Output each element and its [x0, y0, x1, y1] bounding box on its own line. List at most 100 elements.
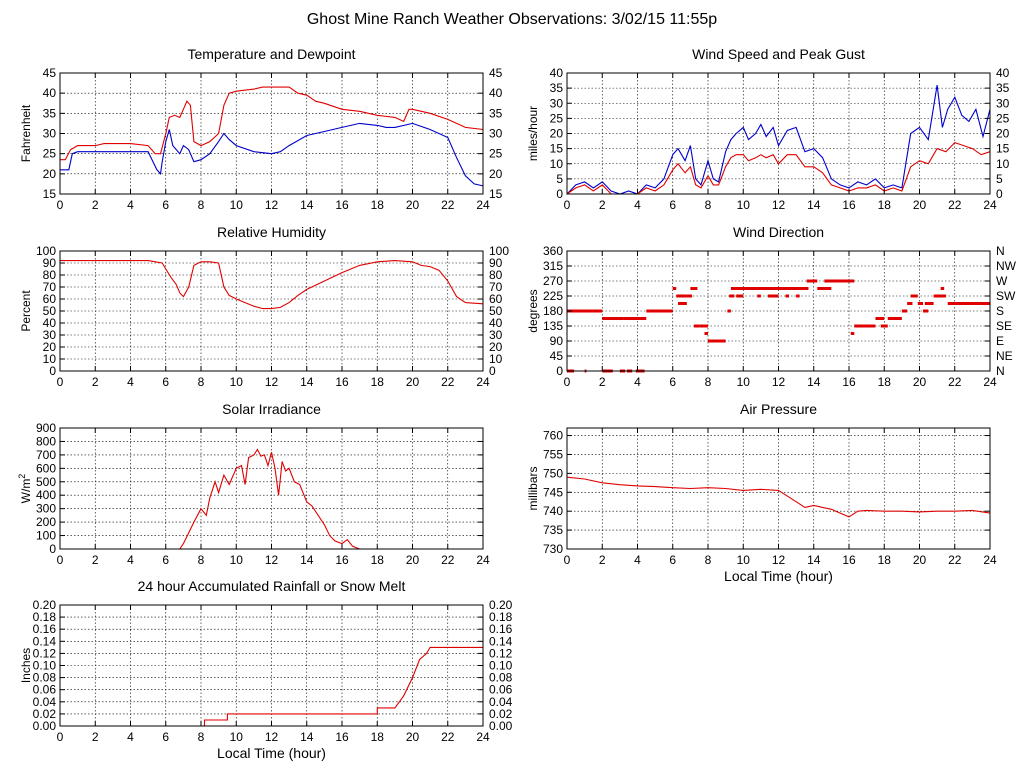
page-title: Ghost Mine Ranch Weather Observations: 3…: [307, 11, 717, 28]
compass-label: E: [996, 334, 1004, 348]
x-tick-label: 22: [948, 375, 962, 389]
y-tick-label: 745: [543, 485, 563, 499]
y-tick-label: 500: [36, 475, 56, 489]
x-tick-label: 12: [772, 375, 786, 389]
x-tick-label: 12: [265, 730, 279, 744]
x-tick-label: 24: [983, 375, 997, 389]
y-tick-label-right: 0.18: [489, 610, 513, 624]
x-tick-label: 18: [371, 553, 385, 567]
x-tick-label: 14: [300, 198, 314, 212]
y-tick-label: 10: [550, 157, 564, 171]
x-tick-label: 0: [57, 198, 64, 212]
y-axis-label: Fahrenheit: [19, 104, 33, 162]
x-tick-label: 6: [669, 375, 676, 389]
x-tick-label: 24: [983, 198, 997, 212]
x-tick-label: 4: [634, 375, 641, 389]
y-tick-label: 40: [43, 316, 57, 330]
x-tick-label: 20: [913, 553, 927, 567]
y-tick-label: 735: [543, 523, 563, 537]
x-tick-label: 16: [335, 730, 349, 744]
x-tick-label: 0: [564, 375, 571, 389]
chart-title: 24 hour Accumulated Rainfall or Snow Mel…: [138, 578, 406, 594]
chart-title: Wind Speed and Peak Gust: [692, 46, 865, 62]
x-tick-label: 14: [807, 198, 821, 212]
y-tick-label-right: 15: [489, 187, 503, 201]
x-tick-label: 16: [842, 375, 856, 389]
y-tick-label-right: 70: [489, 280, 503, 294]
x-tick-label: 8: [198, 553, 205, 567]
y-tick-label: 0.16: [33, 622, 57, 636]
y-tick-label: 40: [43, 86, 57, 100]
x-tick-label: 8: [198, 730, 205, 744]
x-tick-label: 22: [441, 730, 455, 744]
x-tick-label: 16: [335, 553, 349, 567]
y-tick-label-right: 0: [489, 364, 496, 378]
y-tick-label: 300: [36, 502, 56, 516]
x-tick-label: 20: [406, 375, 420, 389]
y-tick-label: 0.14: [33, 634, 57, 648]
y-tick-label: 25: [43, 147, 57, 161]
y-tick-label-right: 15: [996, 142, 1010, 156]
x-axis-label: Local Time (hour): [724, 568, 833, 584]
x-tick-label: 10: [230, 198, 244, 212]
x-tick-label: 22: [441, 553, 455, 567]
x-tick-label: 2: [92, 198, 99, 212]
chart-title: Temperature and Dewpoint: [187, 46, 355, 62]
y-tick-label: 10: [43, 352, 57, 366]
y-tick-label: 135: [543, 319, 563, 333]
x-tick-label: 2: [92, 375, 99, 389]
x-tick-label: 8: [705, 375, 712, 389]
series-line-0: [60, 86, 484, 161]
y-tick-label: 800: [36, 434, 56, 448]
y-tick-label: 200: [36, 515, 56, 529]
y-tick-label-right: 25: [489, 147, 503, 161]
x-tick-label: 12: [772, 198, 786, 212]
y-tick-label: 700: [36, 448, 56, 462]
chart-title: Air Pressure: [740, 401, 817, 417]
x-tick-label: 6: [162, 553, 169, 567]
y-tick-label: 0.20: [33, 598, 57, 612]
y-tick-label: 60: [43, 292, 57, 306]
y-tick-label-right: 90: [489, 256, 503, 270]
x-tick-label: 4: [127, 730, 134, 744]
y-axis-label: Inches: [19, 648, 33, 683]
x-tick-label: 0: [564, 198, 571, 212]
series-line-0: [566, 476, 991, 518]
y-tick-label-right: 25: [996, 111, 1010, 125]
x-tick-label: 4: [127, 375, 134, 389]
x-tick-label: 8: [705, 553, 712, 567]
x-tick-label: 20: [406, 198, 420, 212]
x-tick-label: 18: [878, 198, 892, 212]
y-tick-label: 180: [543, 304, 563, 318]
x-tick-label: 0: [564, 553, 571, 567]
y-tick-label-right: 45: [489, 66, 503, 80]
y-tick-label: 25: [550, 111, 564, 125]
y-tick-label-right: 0: [996, 187, 1003, 201]
y-tick-label-right: 0.10: [489, 659, 513, 673]
y-tick-label: 900: [36, 421, 56, 435]
y-tick-label-right: 0.12: [489, 646, 513, 660]
series-line-0: [60, 260, 484, 310]
x-tick-label: 12: [772, 553, 786, 567]
y-tick-label-right: 35: [996, 81, 1010, 95]
y-tick-label: 40: [550, 66, 564, 80]
x-tick-label: 24: [476, 730, 490, 744]
x-tick-label: 0: [57, 730, 64, 744]
y-tick-label-right: 5: [996, 172, 1003, 186]
y-tick-label-right: 0.06: [489, 683, 513, 697]
y-tick-label-right: 20: [489, 167, 503, 181]
x-tick-label: 24: [476, 553, 490, 567]
y-tick-label-right: 80: [489, 268, 503, 282]
y-tick-label: 30: [43, 328, 57, 342]
x-tick-label: 16: [842, 553, 856, 567]
x-tick-label: 6: [162, 198, 169, 212]
x-tick-label: 16: [335, 198, 349, 212]
x-tick-label: 18: [371, 375, 385, 389]
y-tick-label-right: 0.14: [489, 634, 513, 648]
y-tick-label: 45: [550, 349, 564, 363]
